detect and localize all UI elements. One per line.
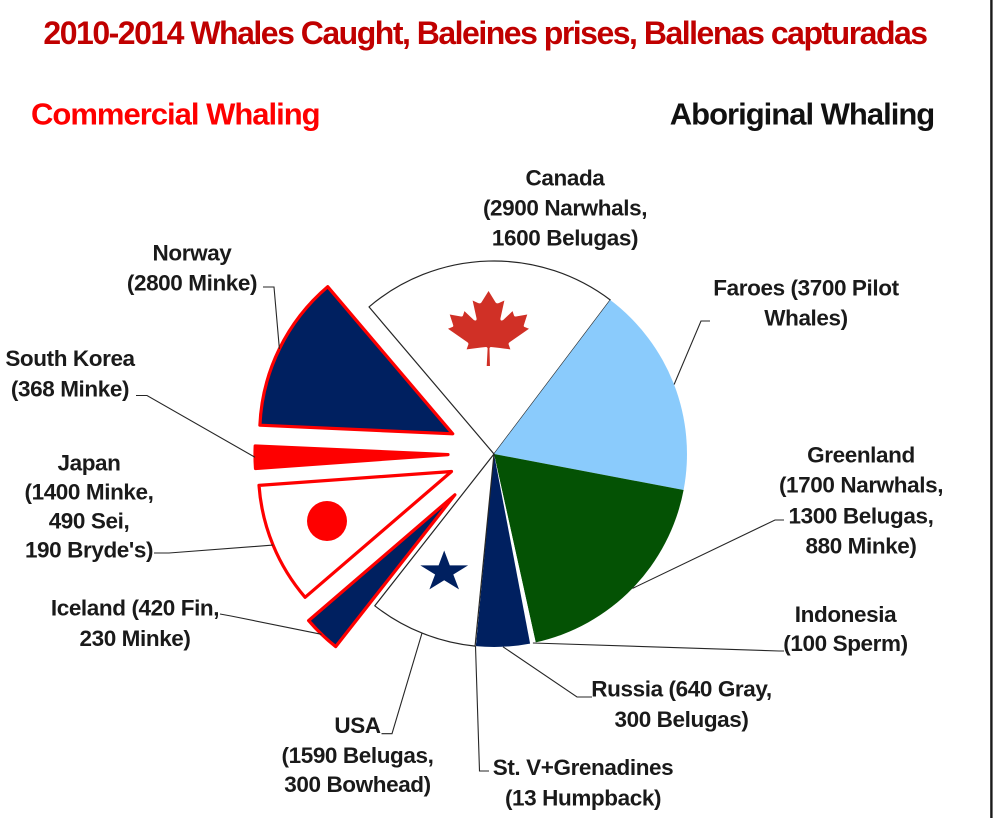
svg-text:USA: USA — [334, 713, 380, 738]
svg-text:(1700 Narwhals,: (1700 Narwhals, — [779, 473, 943, 498]
svg-text:300 Belugas): 300 Belugas) — [614, 707, 748, 732]
svg-text:South Korea: South Korea — [5, 346, 135, 371]
svg-text:Faroes (3700 Pilot: Faroes (3700 Pilot — [713, 276, 899, 301]
svg-text:(2800 Minke): (2800 Minke) — [127, 271, 257, 296]
svg-text:Iceland (420 Fin,: Iceland (420 Fin, — [51, 596, 219, 621]
svg-text:(13 Humpback): (13 Humpback) — [505, 786, 661, 811]
svg-text:(368 Minke): (368 Minke) — [11, 377, 129, 402]
svg-text:(2900 Narwhals,: (2900 Narwhals, — [483, 196, 647, 221]
svg-text:300 Bowhead): 300 Bowhead) — [284, 772, 431, 797]
svg-text:(100 Sperm): (100 Sperm) — [783, 631, 907, 656]
svg-text:490 Sei,: 490 Sei, — [49, 509, 130, 534]
svg-text:190 Bryde's): 190 Bryde's) — [25, 538, 153, 563]
svg-text:Russia (640 Gray,: Russia (640 Gray, — [591, 677, 771, 702]
svg-text:230 Minke): 230 Minke) — [79, 626, 190, 651]
svg-text:Norway: Norway — [153, 241, 233, 266]
svg-text:Canada: Canada — [526, 166, 606, 191]
svg-text:1600 Belugas): 1600 Belugas) — [492, 226, 638, 251]
svg-text:Greenland: Greenland — [807, 443, 915, 468]
svg-text:2010-2014 Whales Caught, Balei: 2010-2014 Whales Caught, Baleines prises… — [43, 15, 927, 51]
svg-text:(1590 Belugas,: (1590 Belugas, — [282, 743, 434, 768]
svg-text:Japan: Japan — [57, 451, 120, 476]
svg-text:880 Minke): 880 Minke) — [805, 534, 916, 559]
svg-text:(1400 Minke,: (1400 Minke, — [24, 480, 153, 505]
svg-text:Commercial Whaling: Commercial Whaling — [31, 97, 320, 132]
svg-text:Aboriginal Whaling: Aboriginal Whaling — [670, 97, 934, 132]
svg-text:Indonesia: Indonesia — [795, 602, 897, 627]
svg-text:1300 Belugas,: 1300 Belugas, — [789, 504, 934, 529]
svg-text:Whales): Whales) — [764, 306, 847, 331]
svg-text:St. V+Grenadines: St. V+Grenadines — [493, 755, 674, 780]
